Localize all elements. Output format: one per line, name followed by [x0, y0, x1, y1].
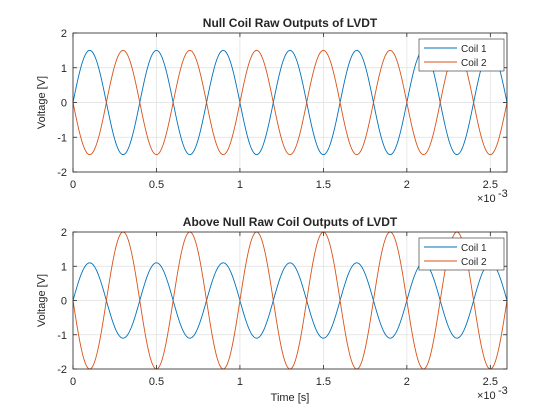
- x-tick-label: 1.5: [316, 376, 331, 388]
- x-tick-label: 0: [70, 179, 76, 191]
- series-line-1: [72, 262, 508, 339]
- y-tick-label: 0: [61, 296, 67, 308]
- legend-box: [418, 237, 505, 271]
- y-tick-label: 1: [61, 63, 67, 75]
- x-tick-label: 0.5: [149, 376, 164, 388]
- x-tick-label: 2: [404, 179, 410, 191]
- legend-label: Coil 2: [461, 58, 487, 69]
- x-axis-label: Time [s]: [271, 392, 310, 404]
- chart-panel-1: 0 0.5 1 1.5 2 2.5 -2 -1 0 1 2 ×10 -3 Null Coil Raw Ou…: [36, 16, 508, 205]
- y-tick-label: -2: [57, 167, 67, 179]
- legend-label: Coil 2: [461, 257, 487, 268]
- series-line-2: [72, 49, 508, 156]
- y-tick-label: 2: [61, 227, 67, 239]
- y-axis-label: Voltage [V]: [36, 274, 48, 327]
- x-tick-label: 1.5: [316, 179, 331, 191]
- x-tick-label: 1: [237, 179, 243, 191]
- legend-label: Coil 1: [461, 243, 487, 254]
- x-tick-label: 1: [237, 376, 243, 388]
- x-tick-label: 2.5: [483, 376, 498, 388]
- y-tick-label: 0: [61, 98, 67, 110]
- x-exponent-base: ×10: [477, 193, 496, 205]
- chart-title: Above Null Raw Coil Outputs of LVDT: [183, 215, 398, 229]
- x-exponent-base: ×10: [477, 390, 496, 402]
- legend-box: [418, 38, 505, 72]
- y-tick-label: -1: [57, 132, 67, 144]
- x-tick-label: 0.5: [149, 179, 164, 191]
- x-exponent-power: -3: [498, 188, 508, 200]
- y-tick-label: -2: [57, 364, 67, 376]
- y-tick-label: 2: [61, 28, 67, 40]
- y-tick-label: -1: [57, 330, 67, 342]
- x-tick-label: 2.5: [483, 179, 498, 191]
- x-exponent-power: -3: [498, 385, 508, 397]
- series-line-1: [72, 49, 508, 156]
- y-axis-label: Voltage [V]: [36, 76, 48, 129]
- legend: Coil 1 Coil 2: [418, 237, 505, 271]
- chart-panel-2: 0 0.5 1 1.5 2 2.5 -2 -1 0 1 2 ×10 -3 Above Null Raw C…: [36, 215, 508, 404]
- chart-title: Null Coil Raw Outputs of LVDT: [203, 16, 378, 30]
- legend-label: Coil 1: [461, 44, 487, 55]
- y-tick-label: 1: [61, 261, 67, 273]
- x-tick-label: 2: [404, 376, 410, 388]
- legend: Coil 1 Coil 2: [418, 38, 505, 72]
- x-tick-label: 0: [70, 376, 76, 388]
